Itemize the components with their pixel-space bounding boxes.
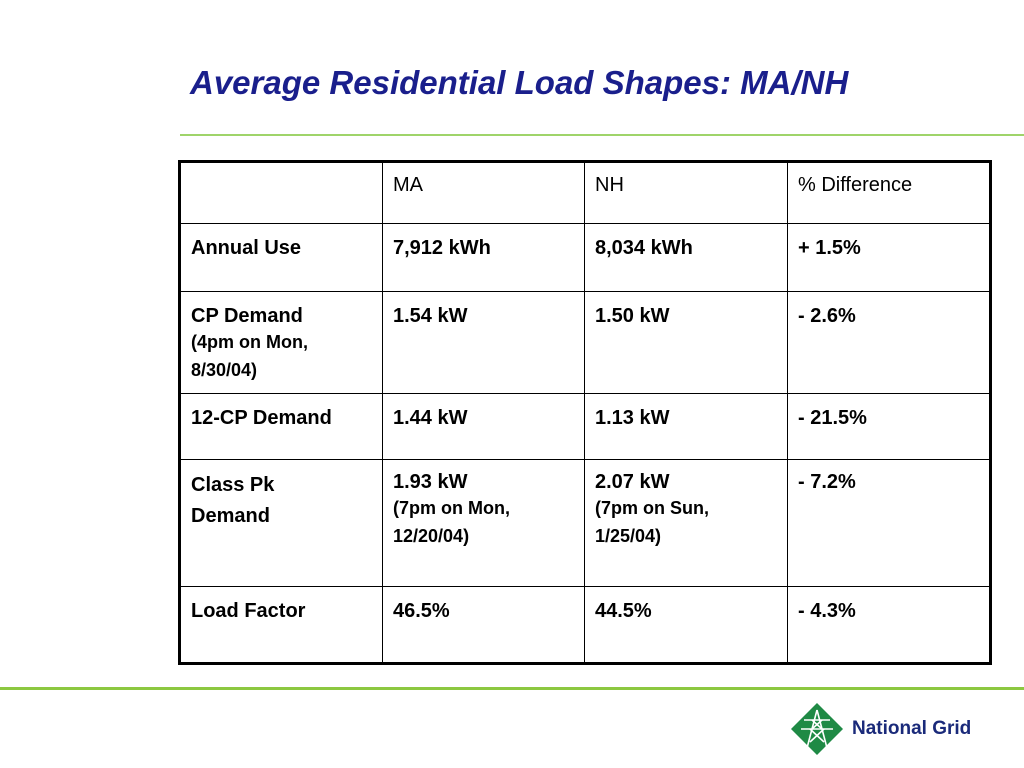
title-divider [180,134,1024,136]
row-label: Annual Use [179,223,383,292]
ma-value: 7,912 kWh [382,223,585,292]
nh-value: 1.13 kW [584,393,788,460]
nh-value: 2.07 kW (7pm on Sun, 1/25/04) [584,459,788,587]
row-label-note: (4pm on Mon, 8/30/04) [191,332,308,380]
table-row: Class Pk Demand 1.93 kW (7pm on Mon, 12/2… [179,459,991,587]
difference-value: - 21.5% [787,393,991,460]
transmission-tower-diamond-icon [791,703,843,755]
company-logo: National Grid [790,702,971,756]
table-header-row: MA NH % Difference [179,161,991,224]
difference-value: - 4.3% [787,586,991,664]
nh-value: 44.5% [584,586,788,664]
footer-divider [0,687,1024,690]
header-cell-ma: MA [382,161,585,224]
table-row: Annual Use 7,912 kWh 8,034 kWh + 1.5% [179,223,991,292]
logo-wordmark: National Grid [852,718,972,739]
ma-value: 1.93 kW (7pm on Mon, 12/20/04) [382,459,585,587]
ma-value-note: (7pm on Mon, 12/20/04) [393,498,510,546]
row-label: Class Pk Demand [179,459,383,587]
ma-value: 1.54 kW [382,291,585,394]
table-row: CP Demand (4pm on Mon, 8/30/04) 1.54 kW 1… [179,291,991,394]
comparison-table: MA NH % Difference Annual Use 7,912 kWh … [178,160,992,665]
difference-value: - 2.6% [787,291,991,394]
table-row: Load Factor 46.5% 44.5% - 4.3% [179,586,991,664]
ma-value: 46.5% [382,586,585,664]
header-cell-nh: NH [584,161,788,224]
header-cell-difference: % Difference [787,161,991,224]
table-row: 12-CP Demand 1.44 kW 1.13 kW - 21.5% [179,393,991,460]
difference-value: + 1.5% [787,223,991,292]
ma-value: 1.44 kW [382,393,585,460]
header-cell-empty [179,161,383,224]
nh-value: 1.50 kW [584,291,788,394]
nh-value-note: (7pm on Sun, 1/25/04) [595,498,709,546]
page-title: Average Residential Load Shapes: MA/NH [190,64,849,101]
nh-value: 8,034 kWh [584,223,788,292]
row-label: Load Factor [179,586,383,664]
difference-value: - 7.2% [787,459,991,587]
row-label: 12-CP Demand [179,393,383,460]
row-label: CP Demand (4pm on Mon, 8/30/04) [179,291,383,394]
